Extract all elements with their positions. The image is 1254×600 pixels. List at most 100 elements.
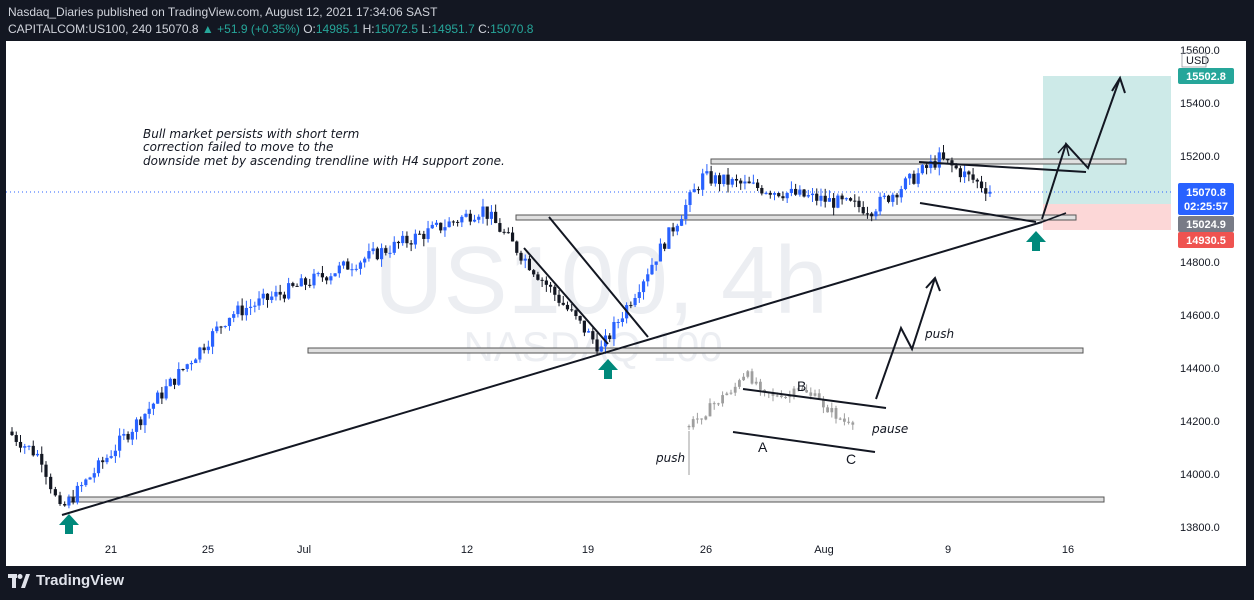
candle-body[interactable] [130, 431, 134, 440]
candle-body[interactable] [122, 433, 126, 436]
candle-body[interactable] [891, 194, 895, 202]
candle-body[interactable] [557, 294, 561, 303]
candle-body[interactable] [929, 161, 933, 168]
candle-body[interactable] [747, 181, 751, 184]
candle-body[interactable] [14, 435, 18, 442]
candle-body[interactable] [443, 227, 447, 231]
candle-body[interactable] [920, 165, 924, 174]
candle-body[interactable] [287, 283, 291, 299]
candle-body[interactable] [413, 233, 417, 245]
candle-body[interactable] [760, 187, 764, 194]
candle-body[interactable] [730, 178, 734, 185]
candle-body[interactable] [954, 165, 958, 169]
candle-body[interactable] [671, 227, 675, 232]
candle-body[interactable] [819, 195, 823, 201]
candle-body[interactable] [189, 363, 194, 365]
candle-body[interactable] [177, 369, 181, 385]
candle-body[interactable] [815, 193, 819, 201]
candle-body[interactable] [67, 497, 71, 506]
candle-body[interactable] [701, 173, 705, 190]
candle-body[interactable] [139, 419, 143, 426]
tradingview-logo[interactable]: TradingView [8, 572, 124, 589]
candle-body[interactable] [553, 286, 557, 295]
candle-body[interactable] [595, 339, 599, 352]
candle-body[interactable] [333, 273, 337, 277]
candle-body[interactable] [654, 261, 658, 265]
candle-body[interactable] [320, 273, 325, 278]
candle-body[interactable] [519, 252, 523, 261]
candle-body[interactable] [363, 258, 367, 263]
candle-body[interactable] [641, 281, 646, 293]
candle-body[interactable] [523, 258, 527, 261]
candle-body[interactable] [979, 181, 984, 189]
candle-body[interactable] [637, 292, 641, 299]
candle-body[interactable] [388, 252, 392, 254]
candle-body[interactable] [650, 264, 654, 275]
candle-body[interactable] [337, 265, 341, 274]
candle-body[interactable] [798, 189, 802, 195]
candle-body[interactable] [950, 160, 954, 166]
candle-body[interactable] [240, 305, 244, 316]
candle-body[interactable] [751, 182, 755, 184]
candle-body[interactable] [456, 221, 460, 223]
candle-body[interactable] [156, 392, 160, 404]
candle-body[interactable] [291, 283, 295, 286]
candle-body[interactable] [658, 243, 663, 262]
candle-body[interactable] [536, 274, 540, 280]
candle-body[interactable] [895, 194, 899, 198]
candle-body[interactable] [109, 456, 113, 458]
candle-body[interactable] [295, 285, 299, 287]
candle-body[interactable] [722, 174, 726, 185]
candle-body[interactable] [303, 278, 308, 285]
candle-body[interactable] [861, 207, 865, 214]
candle-body[interactable] [434, 222, 439, 225]
candle-body[interactable] [684, 204, 688, 220]
candle-body[interactable] [515, 241, 519, 253]
candle-body[interactable] [675, 225, 679, 232]
candle-body[interactable] [663, 243, 667, 249]
candle-body[interactable] [126, 433, 130, 440]
h4-support-zone[interactable] [515, 214, 1077, 221]
candle-body[interactable] [464, 213, 468, 217]
mid-support-zone[interactable] [307, 347, 1084, 354]
candle-body[interactable] [713, 175, 717, 184]
candle-body[interactable] [325, 277, 329, 281]
candle-body[interactable] [278, 291, 282, 295]
candle-body[interactable] [341, 261, 346, 266]
candle-body[interactable] [71, 497, 75, 503]
candle-body[interactable] [253, 305, 257, 307]
candle-body[interactable] [405, 235, 409, 244]
price-chart[interactable]: US100, 4h NASDAQ 100 Bull market persist… [6, 41, 1246, 566]
candle-body[interactable] [105, 457, 109, 463]
candle-body[interactable] [789, 188, 793, 193]
candle-body[interactable] [764, 192, 768, 194]
candle-body[interactable] [210, 331, 215, 347]
candle-body[interactable] [168, 378, 172, 387]
candle-body[interactable] [206, 346, 210, 351]
candle-body[interactable] [908, 173, 912, 179]
candle-body[interactable] [984, 188, 988, 194]
candle-body[interactable] [312, 273, 316, 286]
candle-body[interactable] [916, 173, 920, 184]
candle-body[interactable] [134, 419, 139, 432]
candle-body[interactable] [384, 248, 388, 253]
candle-body[interactable] [261, 293, 265, 299]
candle-body[interactable] [75, 485, 79, 503]
candle-body[interactable] [578, 316, 582, 321]
candle-body[interactable] [409, 243, 413, 245]
candle-body[interactable] [806, 195, 810, 197]
candle-body[interactable] [358, 262, 363, 269]
candle-body[interactable] [494, 211, 498, 224]
time-axis[interactable]: 21 25 Jul 12 19 26 Aug 9 16 [105, 544, 1074, 556]
candle-body[interactable] [629, 305, 633, 307]
candle-body[interactable] [899, 189, 903, 198]
candle-body[interactable] [874, 211, 878, 217]
candle-body[interactable] [646, 274, 650, 282]
candle-body[interactable] [548, 284, 553, 287]
candle-body[interactable] [612, 322, 616, 340]
candle-body[interactable] [840, 195, 844, 200]
candle-body[interactable] [447, 221, 451, 228]
candle-body[interactable] [308, 284, 312, 286]
candle-body[interactable] [802, 189, 806, 197]
candle-body[interactable] [84, 479, 88, 486]
